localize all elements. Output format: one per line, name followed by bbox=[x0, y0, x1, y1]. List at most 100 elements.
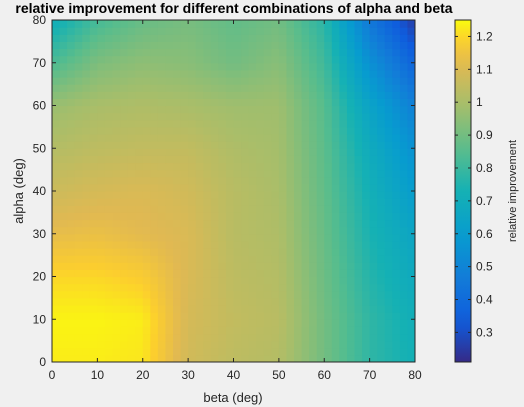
heatmap-cell bbox=[104, 276, 114, 285]
heatmap-cell bbox=[399, 69, 409, 78]
heatmap-cell bbox=[248, 62, 257, 71]
heatmap-cell bbox=[278, 312, 288, 320]
heatmap-cell bbox=[331, 283, 340, 292]
heatmap-cell bbox=[142, 290, 151, 299]
heatmap-cell bbox=[309, 141, 318, 149]
heatmap-cell bbox=[362, 262, 371, 270]
heatmap-cell bbox=[233, 262, 242, 270]
heatmap-cell bbox=[157, 276, 167, 285]
heatmap-cell bbox=[392, 20, 401, 28]
heatmap-cell bbox=[233, 333, 242, 342]
heatmap-cell bbox=[150, 126, 159, 135]
heatmap-cell bbox=[354, 98, 363, 107]
heatmap-cell bbox=[263, 91, 272, 99]
heatmap-cell bbox=[384, 248, 393, 256]
heatmap-cell bbox=[97, 105, 106, 114]
heatmap-cell bbox=[97, 312, 106, 320]
heatmap-cell bbox=[225, 347, 235, 356]
heatmap-cell bbox=[241, 255, 250, 263]
heatmap-cell bbox=[135, 347, 144, 356]
heatmap-cell bbox=[362, 134, 371, 142]
heatmap-cell bbox=[52, 290, 61, 299]
heatmap-cell bbox=[324, 169, 333, 178]
heatmap-cell bbox=[286, 233, 295, 242]
heatmap-cell bbox=[225, 34, 235, 42]
heatmap-cell bbox=[346, 333, 356, 342]
heatmap-cell bbox=[74, 20, 83, 28]
heatmap-cell bbox=[218, 347, 227, 356]
heatmap-cell bbox=[97, 354, 106, 362]
heatmap-cell bbox=[263, 212, 272, 221]
heatmap-cell bbox=[286, 141, 295, 149]
heatmap-cell bbox=[82, 347, 91, 356]
heatmap-cell bbox=[377, 126, 386, 135]
heatmap-cell bbox=[399, 255, 409, 263]
heatmap-cell bbox=[135, 69, 144, 78]
heatmap-cell bbox=[384, 205, 393, 213]
heatmap-cell bbox=[399, 326, 409, 335]
heatmap-cell bbox=[286, 212, 295, 221]
heatmap-cell bbox=[195, 119, 204, 128]
heatmap-cell bbox=[67, 141, 76, 149]
heatmap-cell bbox=[354, 297, 363, 306]
heatmap-cell bbox=[316, 198, 325, 206]
heatmap-cell bbox=[294, 276, 303, 285]
heatmap-cell bbox=[67, 91, 76, 99]
heatmap-cell bbox=[157, 255, 167, 263]
heatmap-cell bbox=[97, 305, 106, 313]
heatmap-cell bbox=[392, 55, 401, 64]
heatmap-cell bbox=[74, 148, 83, 156]
heatmap-cell bbox=[278, 319, 288, 327]
heatmap-cell bbox=[225, 248, 235, 256]
heatmap-cell bbox=[180, 41, 189, 50]
heatmap-cell bbox=[354, 176, 363, 185]
heatmap-cell bbox=[142, 176, 151, 185]
heatmap-cell bbox=[384, 283, 393, 292]
heatmap-cell bbox=[74, 126, 83, 135]
heatmap-cell bbox=[203, 84, 212, 92]
heatmap-cell bbox=[316, 255, 325, 263]
heatmap-cell bbox=[248, 48, 257, 57]
heatmap-cell bbox=[120, 347, 129, 356]
heatmap-cell bbox=[354, 205, 363, 213]
heatmap-cell bbox=[271, 176, 280, 185]
heatmap-cell bbox=[173, 141, 182, 149]
heatmap-cell bbox=[233, 141, 242, 149]
heatmap-cell bbox=[331, 48, 340, 57]
heatmap-cell bbox=[135, 119, 144, 128]
heatmap-cell bbox=[286, 20, 295, 28]
heatmap-cell bbox=[316, 297, 325, 306]
heatmap-cell bbox=[256, 226, 265, 235]
heatmap-cell bbox=[82, 77, 91, 85]
heatmap-cell bbox=[369, 105, 378, 114]
heatmap-cell bbox=[188, 226, 197, 235]
heatmap-cell bbox=[67, 269, 76, 278]
heatmap-cell bbox=[104, 27, 114, 35]
heatmap-cell bbox=[173, 41, 182, 50]
heatmap-cell bbox=[225, 134, 235, 142]
heatmap-cell bbox=[67, 162, 76, 171]
heatmap-cell bbox=[112, 283, 121, 292]
heatmap-cell bbox=[104, 62, 114, 71]
heatmap-cell bbox=[74, 212, 83, 221]
heatmap-cell bbox=[165, 205, 174, 213]
colorbar-tick-label: 0.3 bbox=[476, 325, 493, 339]
heatmap-cell bbox=[346, 283, 356, 292]
heatmap-cell bbox=[112, 255, 121, 263]
heatmap-cell bbox=[97, 126, 106, 135]
heatmap-cell bbox=[346, 77, 356, 85]
heatmap-cell bbox=[369, 155, 378, 164]
heatmap-cell bbox=[165, 84, 174, 92]
heatmap-cell bbox=[127, 34, 136, 42]
heatmap-cell bbox=[112, 333, 121, 342]
heatmap-cell bbox=[52, 283, 61, 292]
heatmap-cell bbox=[369, 169, 378, 178]
heatmap-cell bbox=[399, 169, 409, 178]
heatmap-cell bbox=[59, 290, 68, 299]
heatmap-cell bbox=[362, 255, 371, 263]
heatmap-cell bbox=[301, 176, 310, 185]
heatmap-cell bbox=[127, 91, 136, 99]
heatmap-cell bbox=[89, 169, 98, 178]
heatmap-cell bbox=[331, 191, 340, 199]
heatmap-cell bbox=[135, 126, 144, 135]
